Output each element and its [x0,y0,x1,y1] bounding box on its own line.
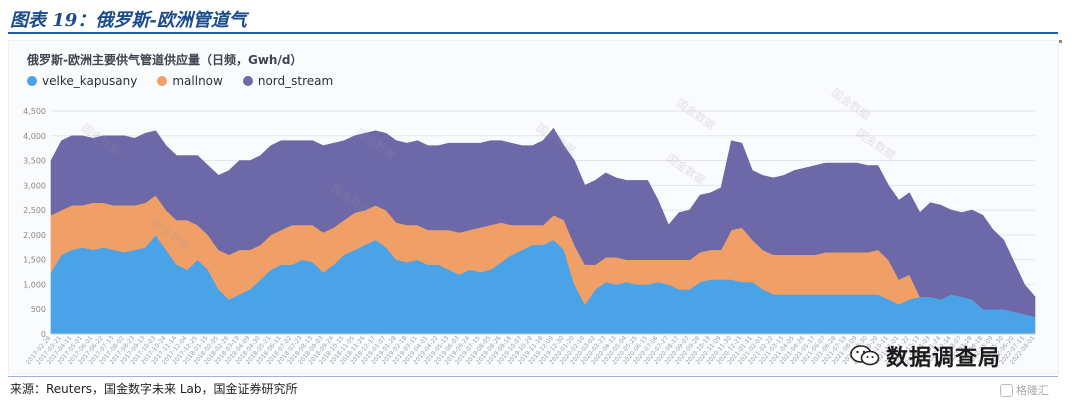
corner-logo-icon [1000,383,1013,397]
corner-logo-text: 格隆汇 [1016,384,1049,397]
legend-swatch-mallnow [157,76,168,86]
y-tick-label: 3,000 [23,181,46,190]
figure-title: 图表 19：俄罗斯-欧洲管道气 [10,10,247,31]
y-tick-label: 2,500 [23,206,46,215]
wechat-icon [850,345,880,366]
y-tick-label: 1,500 [23,256,46,265]
legend-swatch-nord-stream [242,76,253,86]
legend-label-mallnow: mallnow [172,74,223,88]
legend-swatch-velke-kapusany [27,76,37,86]
y-tick-label: 1,000 [23,280,46,289]
chart-legend: velke_kapusany mallnow nord_stream [27,74,333,88]
wechat-brand: 数据调查局 [850,340,1001,372]
legend-item-nord-stream: nord_stream [242,74,334,88]
y-tick-label: 2,000 [23,231,46,240]
legend-item-mallnow: mallnow [157,74,223,88]
series-area-nord-stream [50,128,1036,317]
y-tick-label: 3,500 [23,157,46,166]
top-divider [8,32,1058,34]
y-tick-label: 4,500 [23,107,46,116]
y-tick-label: 0 [41,330,46,339]
legend-label-velke-kapusany: velke_kapusany [42,74,138,88]
legend-item-velke-kapusany: velke_kapusany [27,74,137,88]
y-tick-label: 4,000 [23,132,46,141]
bottom-divider [8,376,1058,377]
legend-label-nord-stream: nord_stream [257,74,334,88]
stacked-area-chart: 0 500 1,000 1,500 2,000 2,500 3,000 3,500 4,000 4… [23,107,1037,366]
chart-panel: 俄罗斯-欧洲主要供气管道供应量（日频，Gwh/d） velke_kapusany… [8,40,1062,374]
brand-name: 数据调查局 [886,346,1002,371]
corner-logo: 格隆汇 [1000,382,1049,398]
source-note: 来源：Reuters，国金数字未来 Lab，国金证券研究所 [10,382,298,396]
chart-title: 俄罗斯-欧洲主要供气管道供应量（日频，Gwh/d） [27,53,303,67]
y-tick-label: 500 [31,305,46,314]
panel-corner-mark [1059,40,1062,43]
